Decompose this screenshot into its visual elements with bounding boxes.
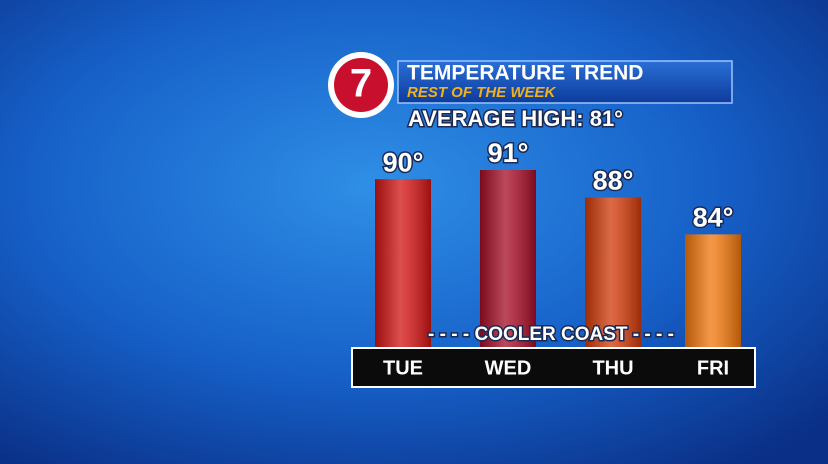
bar-shine (480, 170, 536, 350)
value-label: 84° (693, 203, 734, 233)
logo-disc (334, 58, 388, 112)
day-strip (351, 347, 756, 388)
value-label: 88° (593, 166, 634, 196)
bar-shine (585, 197, 641, 350)
chart-subtitle: REST OF THE WEEK (407, 84, 557, 101)
logo-text: 7 (350, 62, 372, 106)
x-tick-label: THU (592, 357, 633, 379)
bar-shine (685, 234, 741, 350)
x-tick-label: FRI (697, 357, 729, 379)
cooler-coast: - - - - COOLER COAST - - - - (428, 324, 674, 345)
chart-title: TEMPERATURE TREND (407, 62, 643, 85)
x-tick-label: TUE (383, 357, 423, 379)
title-banner (397, 60, 733, 104)
value-label: 90° (383, 147, 424, 177)
x-tick-label: WED (485, 357, 532, 379)
bar-shine (375, 179, 431, 350)
average-high: AVERAGE HIGH: 81° (408, 106, 623, 131)
value-label: 91° (488, 138, 529, 168)
